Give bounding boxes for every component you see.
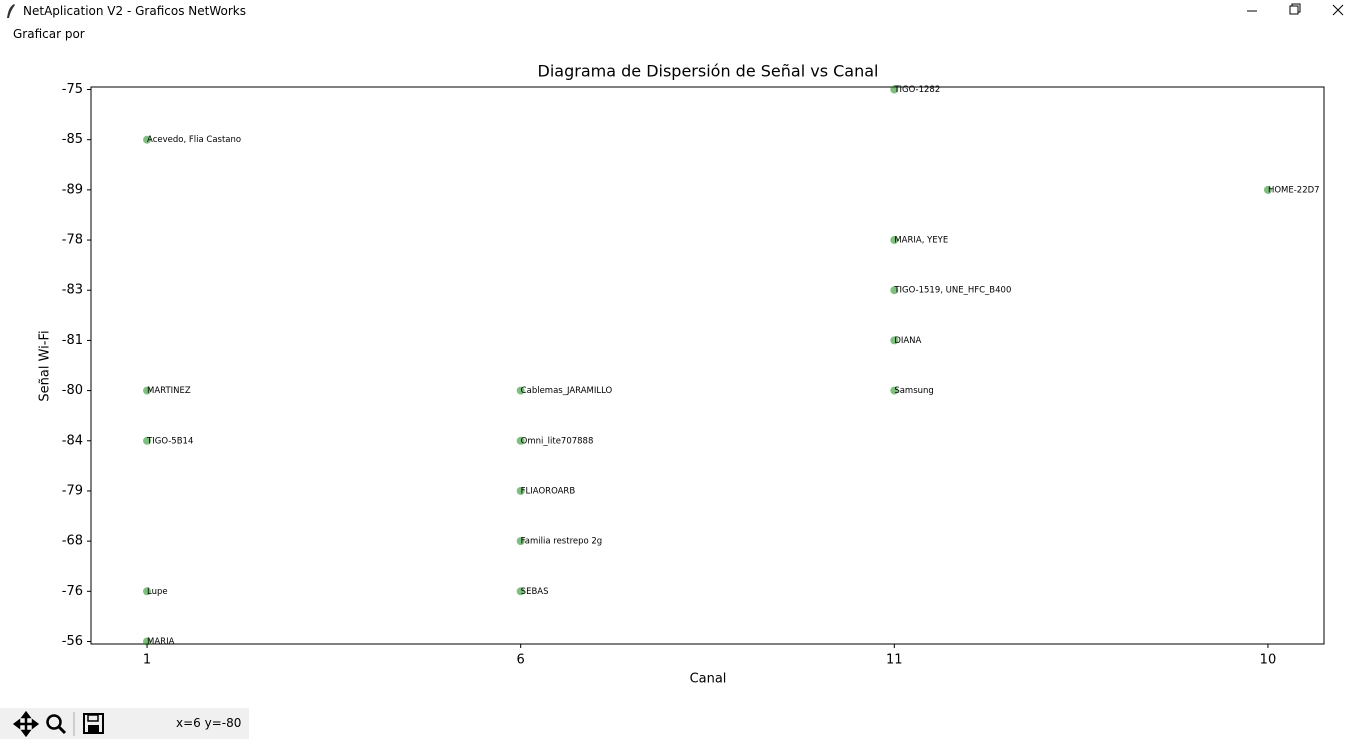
y-tick-label: -56: [62, 634, 83, 649]
x-tick-label: 11: [886, 653, 903, 668]
point: [516, 537, 525, 546]
x-tick-label: 6: [517, 653, 525, 668]
chart: Diagrama de Dispersión de Señal vs Canal…: [38, 62, 1325, 687]
point-label: Omni_lite707888: [521, 436, 594, 446]
y-tick-label: -78: [62, 233, 83, 248]
point: [1263, 185, 1272, 194]
x-axis-label: Canal: [690, 672, 727, 687]
chart-title: Diagrama de Dispersión de Señal vs Canal: [538, 62, 879, 81]
window-controls[interactable]: [1246, 0, 1366, 22]
app-icon: [7, 4, 15, 18]
y-axis-label: Señal Wi-Fi: [38, 330, 53, 401]
point: [890, 386, 899, 395]
toolbar: [0, 708, 249, 739]
point-label: SEBAS: [521, 587, 549, 597]
point-label: Cablemas_JARAMILLO: [521, 386, 613, 396]
point-label: MARIA, YEYE: [894, 236, 948, 246]
y-tick-label: -76: [62, 584, 83, 599]
y-tick-label: -89: [62, 182, 83, 197]
y-tick-label: -80: [62, 383, 83, 398]
y-tick-label: -75: [62, 82, 83, 97]
point-label: TIGO-5B14: [146, 436, 193, 446]
point-label: HOME-22D7: [1268, 185, 1320, 195]
point-label: Familia restrepo 2g: [521, 537, 603, 547]
point-label: Acevedo, Flia Castano: [147, 135, 241, 145]
title-bar: NetAplication V2 - Graficos NetWorks: [0, 0, 1366, 22]
point-label: DIANA: [894, 336, 921, 346]
y-tick-label: -85: [62, 132, 83, 147]
point: [516, 486, 525, 495]
point-label: TIGO-1282: [893, 85, 940, 95]
toolbar-buttons[interactable]: [0, 708, 120, 739]
point-label: MARIA: [147, 637, 175, 647]
point-label: Lupe: [147, 587, 168, 597]
point: [890, 336, 899, 345]
y-tick-label: -81: [62, 333, 83, 348]
point: [516, 436, 525, 445]
point: [143, 436, 152, 445]
point: [143, 135, 152, 144]
point-label: TIGO-1519, UNE_HFC_B400: [893, 286, 1011, 296]
point: [516, 587, 525, 596]
axes-frame: [90, 86, 1325, 645]
y-tick-label: -68: [62, 534, 83, 549]
y-tick-label: -79: [62, 483, 83, 498]
point-label: MARTINEZ: [147, 386, 191, 396]
point-label: Samsung: [894, 386, 933, 396]
point: [890, 236, 899, 245]
point: [143, 587, 152, 596]
point: [890, 85, 899, 94]
point: [516, 386, 525, 395]
status-text: x=6 y=-80: [176, 716, 242, 730]
point: [143, 637, 152, 646]
x-tick-label: 10: [1260, 653, 1277, 668]
y-tick-label: -84: [62, 433, 83, 448]
point: [890, 286, 899, 295]
y-tick-label: -83: [62, 283, 83, 298]
window-title: NetAplication V2 - Graficos NetWorks: [23, 4, 246, 18]
menu-item[interactable]: Graficar por: [13, 27, 85, 41]
point: [143, 386, 152, 395]
x-tick-label: 1: [143, 653, 151, 668]
point-label: FLIAOROARB: [521, 486, 576, 496]
